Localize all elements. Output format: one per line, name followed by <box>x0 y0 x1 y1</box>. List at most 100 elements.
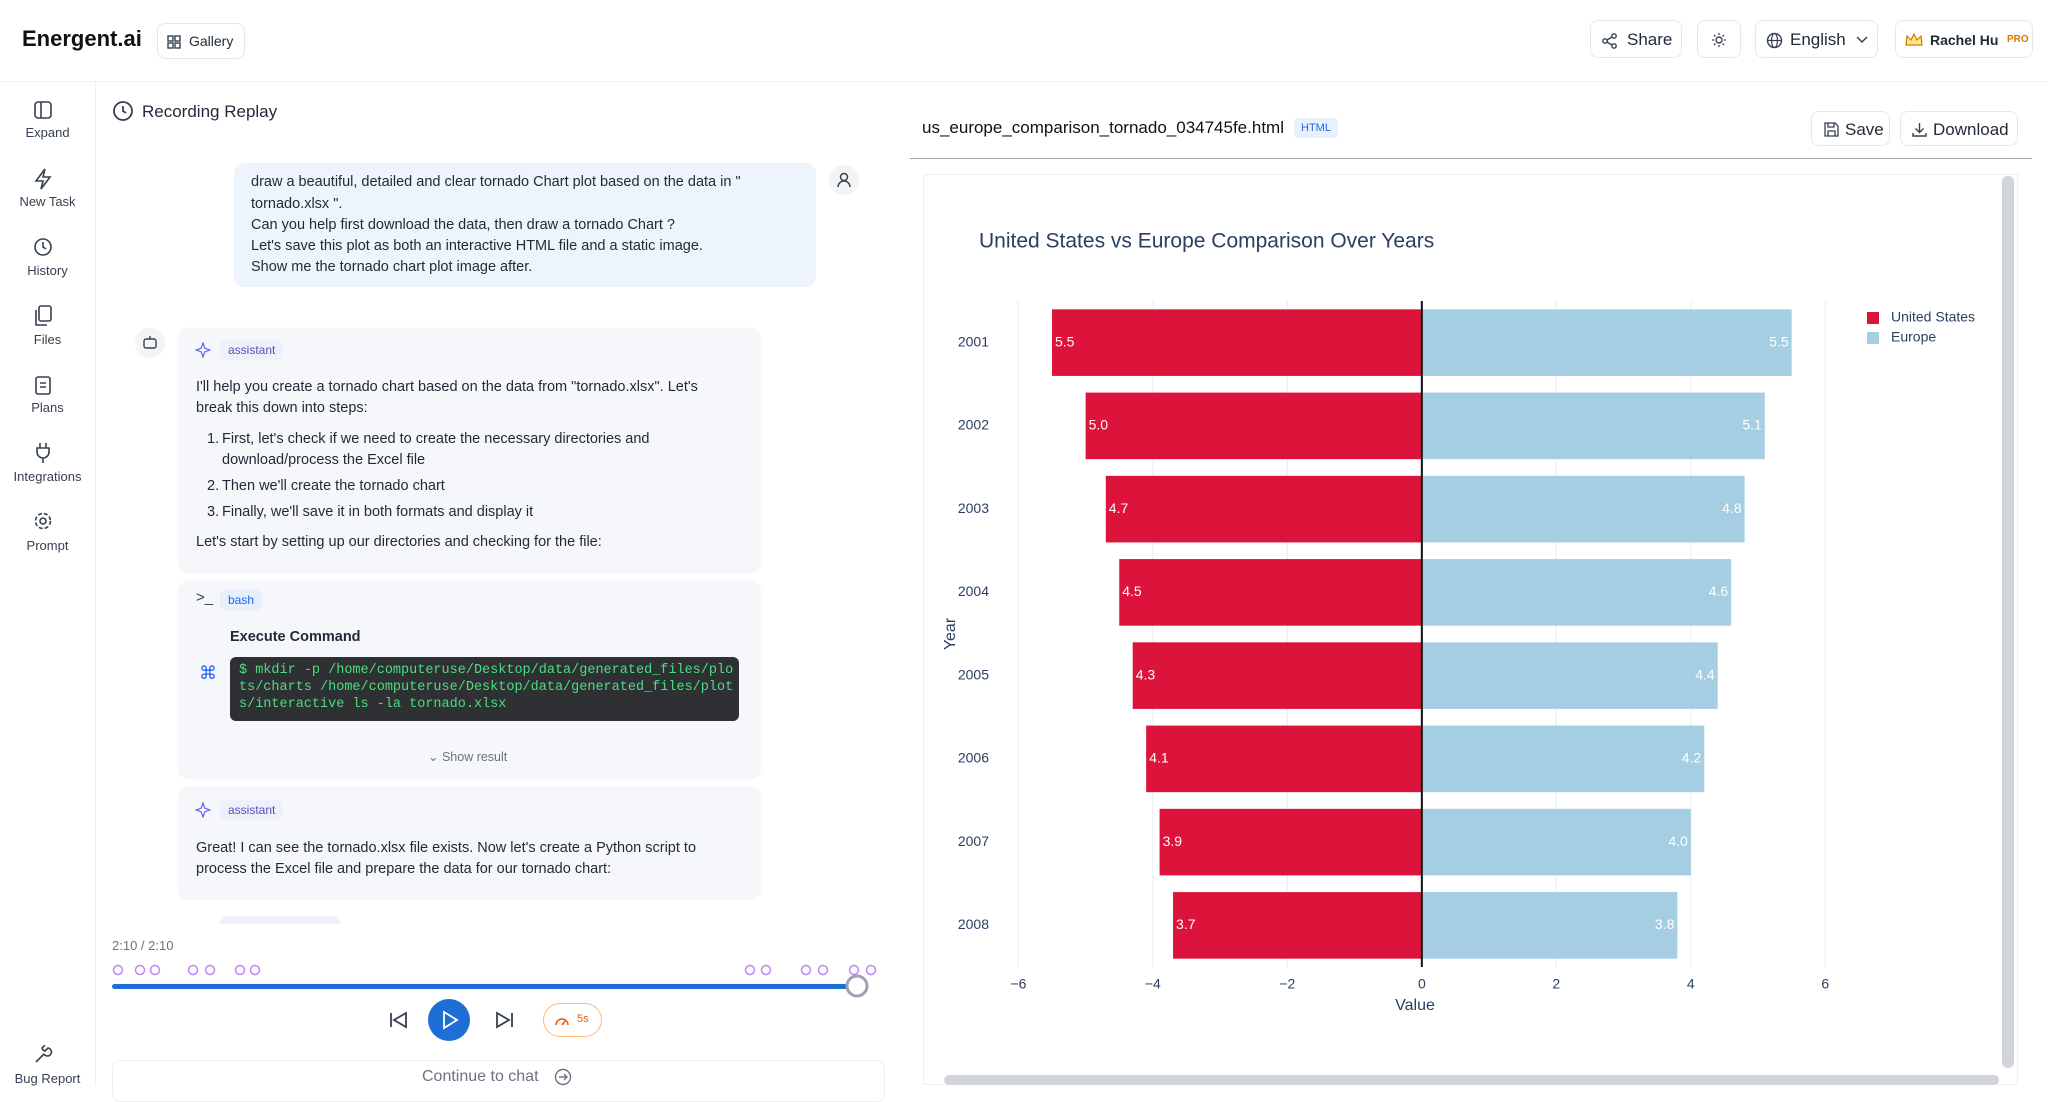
user-message-line: draw a beautiful, detailed and clear tor… <box>251 174 741 190</box>
sidebar-item[interactable]: Files <box>33 332 62 347</box>
speed-button[interactable]: 5s <box>543 1003 602 1037</box>
files-icon <box>35 305 52 326</box>
horizontal-scrollbar[interactable] <box>944 1075 1999 1085</box>
speed-icon <box>555 1018 569 1026</box>
tool-title: Execute Command <box>230 629 361 645</box>
bar <box>1146 725 1422 793</box>
sidebar-item[interactable]: Expand <box>25 125 70 140</box>
bug-report-icon <box>35 1045 53 1063</box>
step-text: Then we'll create the tornado chart <box>222 478 445 494</box>
value-label: 4.5 <box>1122 583 1142 599</box>
timeline <box>112 964 877 998</box>
chart-title: United States vs Europe Comparison Over … <box>979 230 1434 253</box>
save-icon <box>1824 122 1839 137</box>
step-number: 1. <box>207 431 220 447</box>
playback-controls <box>390 999 513 1041</box>
download-button[interactable]: Download <box>1900 111 2018 146</box>
legend-label: Europe <box>1891 329 1936 345</box>
role-tag: assistant <box>220 340 284 360</box>
expand-icon <box>34 101 52 119</box>
x-tick-label: 0 <box>1418 976 1426 992</box>
bar <box>1105 475 1422 543</box>
value-label: 4.2 <box>1682 750 1702 766</box>
value-label: 3.7 <box>1176 916 1196 932</box>
continue-label[interactable]: Continue to chat <box>422 1068 539 1085</box>
replay-time: 2:10 / 2:10 <box>112 938 174 953</box>
save-button[interactable]: Save <box>1811 111 1890 146</box>
previous-button[interactable] <box>390 1011 407 1029</box>
sidebar-item[interactable]: Integrations <box>13 469 82 484</box>
header <box>0 0 2048 82</box>
prompt-icon <box>34 512 52 530</box>
show-result-label[interactable]: Show result <box>441 750 508 764</box>
user-avatar <box>829 165 859 195</box>
y-tick-label: 2008 <box>958 916 989 932</box>
next-button[interactable] <box>496 1011 513 1029</box>
next-tag-clipped <box>220 916 340 924</box>
sidebar <box>0 82 96 1085</box>
y-axis-label: Year <box>942 617 959 650</box>
x-tick-label: −2 <box>1279 976 1295 992</box>
language-button[interactable]: English <box>1755 20 1878 58</box>
progress-knob[interactable] <box>845 974 869 998</box>
value-label: 4.4 <box>1695 666 1715 682</box>
gallery-icon <box>167 35 181 49</box>
bar <box>1052 309 1422 376</box>
message-line: Great! I can see the tornado.xlsx file e… <box>196 840 697 856</box>
legend-label: United States <box>1891 309 1975 325</box>
x-tick-label: 4 <box>1687 976 1695 992</box>
user-button[interactable]: Rachel Hu PRO <box>1895 20 2033 58</box>
theme-button[interactable] <box>1697 20 1741 58</box>
code-line: $ mkdir -p /home/computeruse/Desktop/dat… <box>239 663 734 678</box>
bar <box>1085 392 1422 460</box>
sidebar-item[interactable]: New Task <box>19 194 76 209</box>
y-tick-label: 2006 <box>958 750 989 766</box>
event-dots <box>112 964 877 976</box>
chart: United States vs Europe Comparison Over … <box>942 230 1975 1015</box>
download-icon <box>1912 123 1927 137</box>
step-number: 2. <box>207 478 220 494</box>
message-line: break this down into steps: <box>196 400 368 416</box>
user-message-line: Show me the tornado chart plot image aft… <box>251 259 533 275</box>
sidebar-item[interactable]: History <box>27 263 68 278</box>
history-icon <box>34 238 52 256</box>
show-result[interactable]: ⌄ Show result <box>428 750 508 764</box>
value-label: 4.0 <box>1668 833 1688 849</box>
y-tick-label: 2002 <box>958 417 989 433</box>
user-message-line: Can you help first download the data, th… <box>251 217 675 233</box>
globe-icon <box>1766 32 1783 49</box>
value-label: 3.9 <box>1163 833 1183 849</box>
bar <box>1421 725 1705 793</box>
value-label: 3.8 <box>1655 916 1675 932</box>
gallery-label: Gallery <box>189 33 234 49</box>
sidebar-item[interactable]: Plans <box>31 400 64 415</box>
gallery-button[interactable]: Gallery <box>157 23 245 59</box>
bar <box>1173 892 1422 959</box>
y-tick-label: 2003 <box>958 500 989 516</box>
value-label: 4.7 <box>1109 500 1129 516</box>
vertical-scrollbar[interactable] <box>2002 176 2014 1068</box>
code-line: ts/charts /home/computeruse/Desktop/data… <box>239 680 734 695</box>
assistant-card <box>179 328 760 571</box>
role-tag: assistant <box>220 800 284 820</box>
bar <box>1119 559 1422 626</box>
chevron-icon <box>1856 36 1868 44</box>
save-label: Save <box>1845 120 1884 139</box>
progress-bar[interactable] <box>112 984 858 989</box>
share-button[interactable]: Share <box>1590 20 1682 58</box>
pro-badge: PRO <box>2007 34 2029 45</box>
bug-report[interactable]: Bug Report <box>14 1071 81 1086</box>
file-name: us_europe_comparison_tornado_034745fe.ht… <box>922 118 1284 137</box>
bar <box>1132 642 1422 709</box>
legend-swatch <box>1867 332 1879 344</box>
bar <box>1421 559 1732 626</box>
play-button[interactable] <box>428 999 470 1041</box>
value-label: 5.5 <box>1055 333 1075 349</box>
message-line: I'll help you create a tornado chart bas… <box>196 379 698 395</box>
sidebar-item[interactable]: Prompt <box>26 538 69 553</box>
user-message <box>234 163 816 287</box>
value-label: 4.8 <box>1722 500 1742 516</box>
step-number: 3. <box>207 504 220 520</box>
code-line: s/interactive ls -la tornado.xlsx <box>239 697 507 712</box>
